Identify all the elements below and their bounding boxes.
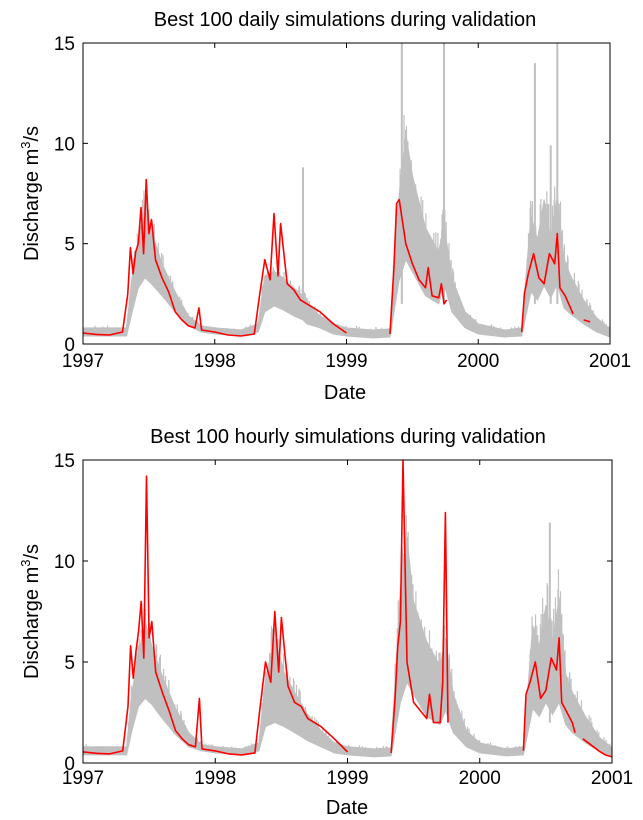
y-axis-label: Discharge m3/s: [18, 544, 43, 679]
chart-panel-daily: Best 100 daily simulations during valida…: [18, 9, 631, 404]
x-tick-label: 1998: [194, 768, 236, 789]
y-ticks: 0 5 10 15: [54, 34, 610, 356]
x-tick-label: 2001: [589, 351, 631, 372]
y-tick-label: 15: [54, 451, 75, 472]
observed-line: [583, 319, 591, 323]
series-layer: [82, 459, 613, 758]
y-tick-label: 0: [64, 335, 75, 356]
x-tick-label: 2000: [459, 768, 501, 789]
x-ticks: 1997 1998 1999 2000 2001: [62, 43, 631, 372]
chart-title: Best 100 daily simulations during valida…: [154, 9, 536, 31]
x-tick-label: 2001: [591, 768, 633, 789]
y-tick-label: 5: [64, 235, 75, 256]
chart-panel-hourly: Best 100 hourly simulations during valid…: [18, 426, 633, 819]
y-tick-label: 0: [64, 754, 75, 775]
x-tick-label: 1999: [326, 768, 368, 789]
observed-line: [582, 738, 613, 758]
observed-line: [522, 636, 576, 751]
x-tick-label: 2000: [457, 351, 499, 372]
y-tick-label: 10: [54, 552, 75, 573]
x-tick-label: 1998: [194, 351, 236, 372]
plot-frame: [82, 42, 611, 345]
x-axis-label: Date: [324, 382, 366, 404]
series-layer: [82, 43, 611, 339]
x-tick-label: 1997: [62, 351, 104, 372]
observed-line: [82, 178, 347, 337]
x-ticks: 1997 1998 1999 2000 2001: [62, 460, 633, 789]
observed-line: [390, 459, 449, 753]
y-tick-label: 15: [54, 34, 75, 55]
y-ticks: 0 5 10 15: [54, 451, 612, 775]
y-tick-label: 10: [54, 134, 75, 155]
observed-line: [389, 198, 448, 335]
chart-title: Best 100 hourly simulations during valid…: [150, 426, 546, 448]
x-axis-label: Date: [326, 797, 368, 819]
observed-line: [82, 475, 349, 756]
x-tick-label: 1999: [325, 351, 367, 372]
y-axis-label: Discharge m3/s: [18, 126, 43, 261]
observed-line: [520, 232, 574, 333]
simulation-envelope: [82, 536, 613, 758]
y-tick-label: 5: [64, 653, 75, 674]
x-tick-label: 1997: [62, 768, 104, 789]
